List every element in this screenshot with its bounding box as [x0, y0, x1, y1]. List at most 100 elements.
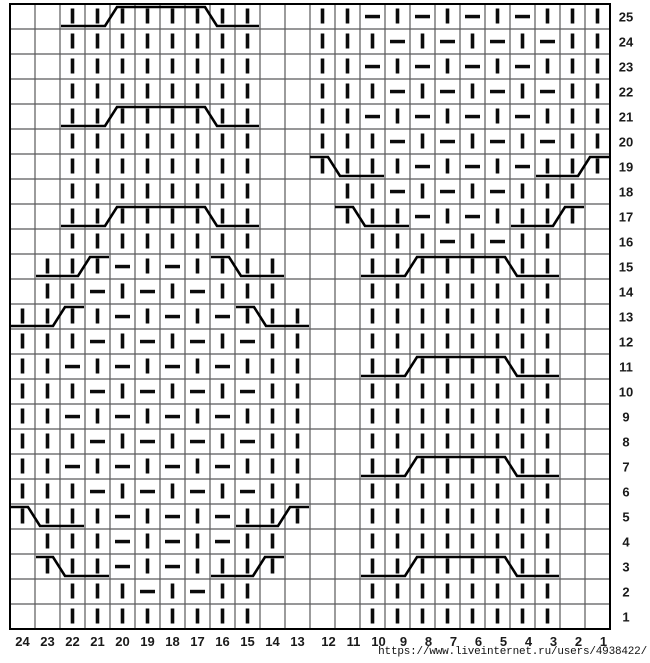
knit-stitch-bar	[120, 433, 125, 449]
knit-stitch-bar	[370, 133, 375, 149]
knit-stitch-bar	[420, 358, 425, 374]
knit-stitch-bar	[245, 258, 250, 274]
knit-stitch-bar	[220, 333, 225, 349]
knit-stitch-bar	[20, 383, 25, 399]
knit-stitch-bar	[545, 183, 550, 199]
knit-stitch-bar	[195, 308, 200, 324]
knit-stitch-bar	[70, 83, 75, 99]
knit-stitch-bar	[395, 308, 400, 324]
knit-stitch-bar	[120, 483, 125, 499]
purl-stitch-dash	[115, 539, 130, 544]
knit-stitch-bar	[495, 308, 500, 324]
knit-stitch-bar	[470, 233, 475, 249]
purl-stitch-dash	[515, 114, 530, 119]
knit-stitch-bar	[120, 283, 125, 299]
purl-stitch-dash	[115, 414, 130, 419]
row-label: 23	[619, 60, 633, 75]
knit-stitch-bar	[220, 583, 225, 599]
knit-stitch-bar	[470, 558, 475, 574]
knit-stitch-bar	[170, 333, 175, 349]
knit-stitch-bar	[445, 158, 450, 174]
knit-stitch-bar	[495, 383, 500, 399]
knit-stitch-bar	[45, 458, 50, 474]
cable-crossing-line	[536, 155, 609, 178]
knit-stitch-bar	[95, 233, 100, 249]
knit-stitch-bar	[120, 158, 125, 174]
knit-stitch-bar	[545, 433, 550, 449]
knit-stitch-bar	[95, 408, 100, 424]
cable-crossing-line	[361, 455, 559, 478]
purl-stitch-dash	[90, 489, 105, 494]
knit-stitch-bar	[370, 158, 375, 174]
knit-stitch-bar	[495, 158, 500, 174]
knit-stitch-bar	[70, 158, 75, 174]
purl-stitch-dash	[440, 139, 455, 144]
knit-stitch-bar	[120, 233, 125, 249]
row-label: 4	[622, 535, 630, 550]
knit-stitch-bar	[145, 358, 150, 374]
knit-stitch-bar	[420, 308, 425, 324]
knit-stitch-bar	[495, 433, 500, 449]
knit-stitch-bar	[145, 108, 150, 124]
knit-stitch-bar	[295, 433, 300, 449]
knit-stitch-bar	[195, 608, 200, 624]
purl-stitch-dash	[165, 314, 180, 319]
knit-stitch-bar	[95, 308, 100, 324]
knit-stitch-bar	[370, 208, 375, 224]
cable-crossing-line	[361, 255, 559, 278]
knit-stitch-bar	[345, 158, 350, 174]
knit-stitch-bar	[170, 83, 175, 99]
knit-stitch-bar	[270, 258, 275, 274]
knit-stitch-bar	[395, 233, 400, 249]
knit-stitch-bar	[395, 383, 400, 399]
knit-stitch-bar	[470, 33, 475, 49]
knit-stitch-bar	[470, 408, 475, 424]
knit-stitch-bar	[420, 83, 425, 99]
knit-stitch-bar	[245, 458, 250, 474]
row-label: 15	[619, 260, 633, 275]
knit-stitch-bar	[345, 133, 350, 149]
knit-stitch-bar	[370, 183, 375, 199]
knit-stitch-bar	[520, 358, 525, 374]
column-label: 20	[115, 634, 129, 649]
purl-stitch-dash	[140, 489, 155, 494]
knit-stitch-bar	[520, 483, 525, 499]
knit-stitch-bar	[195, 183, 200, 199]
knit-stitch-bar	[295, 508, 300, 524]
knit-stitch-bar	[395, 408, 400, 424]
knit-stitch-bar	[195, 508, 200, 524]
purl-stitch-dash	[540, 89, 555, 94]
knit-stitch-bar	[470, 383, 475, 399]
knit-stitch-bar	[70, 258, 75, 274]
cable-crossing-line	[335, 205, 409, 228]
purl-stitch-dash	[140, 389, 155, 394]
knit-stitch-bar	[420, 608, 425, 624]
knit-stitch-bar	[420, 133, 425, 149]
purl-stitch-dash	[415, 164, 430, 169]
knit-stitch-bar	[520, 283, 525, 299]
knit-stitch-bar	[370, 358, 375, 374]
knit-stitch-bar	[545, 558, 550, 574]
cable-crossing-line	[36, 555, 109, 578]
knit-stitch-bar	[95, 133, 100, 149]
knit-stitch-bar	[220, 108, 225, 124]
knit-stitch-bar	[420, 33, 425, 49]
purl-stitch-dash	[215, 539, 230, 544]
knit-stitch-bar	[445, 333, 450, 349]
knit-stitch-bar	[395, 558, 400, 574]
purl-stitch-dash	[165, 539, 180, 544]
knit-stitch-bar	[20, 333, 25, 349]
knit-stitch-bar	[70, 208, 75, 224]
knit-stitch-bar	[270, 383, 275, 399]
column-label: 6	[475, 634, 482, 649]
knit-stitch-bar	[470, 508, 475, 524]
knit-stitch-bar	[545, 408, 550, 424]
column-label: 3	[550, 634, 557, 649]
knit-stitch-bar	[545, 483, 550, 499]
knit-stitch-bar	[395, 483, 400, 499]
purl-stitch-dash	[490, 89, 505, 94]
knit-stitch-bar	[445, 608, 450, 624]
purl-stitch-dash	[440, 39, 455, 44]
knit-stitch-bar	[570, 158, 575, 174]
knit-stitch-bar	[595, 83, 600, 99]
